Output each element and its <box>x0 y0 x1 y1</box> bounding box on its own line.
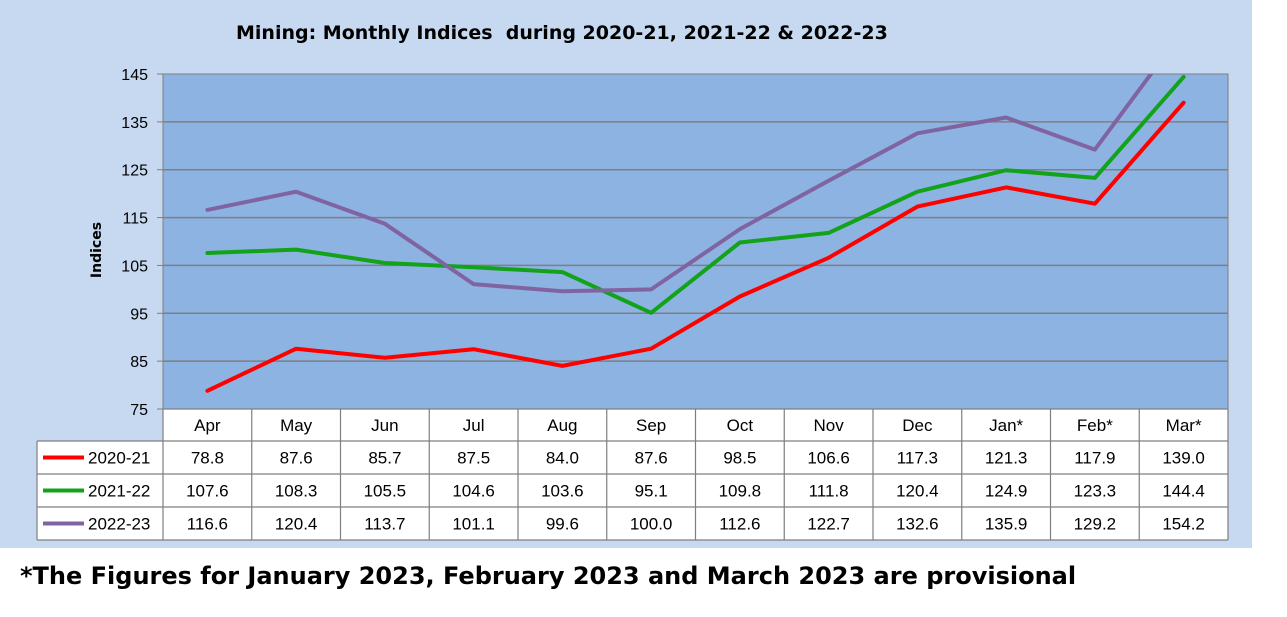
series-lines <box>205 74 1186 393</box>
table-cell: 101.1 <box>452 515 495 534</box>
table-cell: 99.6 <box>546 515 579 534</box>
y-tick-label: 95 <box>130 306 148 323</box>
series-line-2021-22 <box>205 74 1186 315</box>
table-cell: 104.6 <box>452 482 495 501</box>
series-line-2022-23 <box>205 74 1154 294</box>
table-cell: 111.8 <box>809 482 849 501</box>
table-cell: 84.0 <box>546 449 579 468</box>
table-cell: 120.4 <box>275 515 318 534</box>
x-tick-label: Oct <box>727 416 754 435</box>
x-tick-label: Nov <box>814 416 845 435</box>
table-cell: 135.9 <box>985 515 1028 534</box>
plot-area <box>162 73 1229 410</box>
table-cell: 144.4 <box>1162 482 1205 501</box>
table-cell: 78.8 <box>191 449 224 468</box>
series-line-2020-21 <box>205 100 1186 393</box>
table-cell: 121.3 <box>985 449 1028 468</box>
x-tick-label: Jul <box>463 416 485 435</box>
table-cell: 95.1 <box>635 482 668 501</box>
data-table: Apr May Jun Jul Aug Sep Oct Nov Dec Jan* Feb* Mar* 2… <box>36 408 1229 541</box>
legend-label: 2022-23 <box>88 515 150 534</box>
table-body-bg <box>37 441 1228 540</box>
gridlines <box>157 73 1228 410</box>
table-cell: 112.6 <box>719 515 760 534</box>
table-cell: 98.5 <box>723 449 756 468</box>
table-cell: 129.2 <box>1074 515 1117 534</box>
table-cell: 87.5 <box>457 449 490 468</box>
y-tick-label: 135 <box>121 115 148 132</box>
table-cell: 108.3 <box>275 482 318 501</box>
y-tick-label: 85 <box>130 354 148 371</box>
x-tick-label: Dec <box>902 416 933 435</box>
table-cell: 103.6 <box>541 482 584 501</box>
x-tick-label: Aug <box>547 416 577 435</box>
table-cell: 87.6 <box>635 449 668 468</box>
x-tick-label: Apr <box>194 416 221 435</box>
table-cell: 117.3 <box>897 449 938 468</box>
y-tick-label: 145 <box>121 67 148 84</box>
table-cell: 109.8 <box>719 482 762 501</box>
legend-label: 2020-21 <box>88 449 150 468</box>
table-cell: 85.7 <box>368 449 401 468</box>
table-cell: 87.6 <box>280 449 313 468</box>
x-tick-label: Jun <box>371 416 398 435</box>
x-tick-label: Jan* <box>989 416 1023 435</box>
y-tick-label: 125 <box>121 163 148 180</box>
table-cell: 100.0 <box>630 515 673 534</box>
table-cell: 132.6 <box>896 515 939 534</box>
y-tick-labels: 75 85 95 105 115 125 135 145 <box>121 67 148 419</box>
table-cell: 117.9 <box>1074 449 1115 468</box>
table-cell: 116.6 <box>187 515 228 534</box>
table-cell: 120.4 <box>896 482 939 501</box>
x-tick-label: Mar* <box>1166 416 1202 435</box>
y-tick-label: 115 <box>122 211 148 228</box>
table-cell: 122.7 <box>807 515 850 534</box>
table-cell: 113.7 <box>364 515 405 534</box>
footnote: *The Figures for January 2023, February … <box>20 562 1077 590</box>
table-cell: 139.0 <box>1162 449 1205 468</box>
x-tick-label: Sep <box>636 416 666 435</box>
y-tick-label: 105 <box>121 258 148 275</box>
table-cell: 123.3 <box>1074 482 1117 501</box>
table-cell: 124.9 <box>985 482 1028 501</box>
y-tick-label: 75 <box>130 402 148 419</box>
table-cell: 106.6 <box>807 449 850 468</box>
chart-title: Mining: Monthly Indices during 2020-21, … <box>236 22 888 44</box>
table-cell: 105.5 <box>364 482 407 501</box>
x-tick-label: May <box>280 416 313 435</box>
table-cell: 107.6 <box>186 482 229 501</box>
table-cell: 154.2 <box>1162 515 1205 534</box>
x-tick-label: Feb* <box>1077 416 1113 435</box>
legend-label: 2021-22 <box>88 482 150 501</box>
